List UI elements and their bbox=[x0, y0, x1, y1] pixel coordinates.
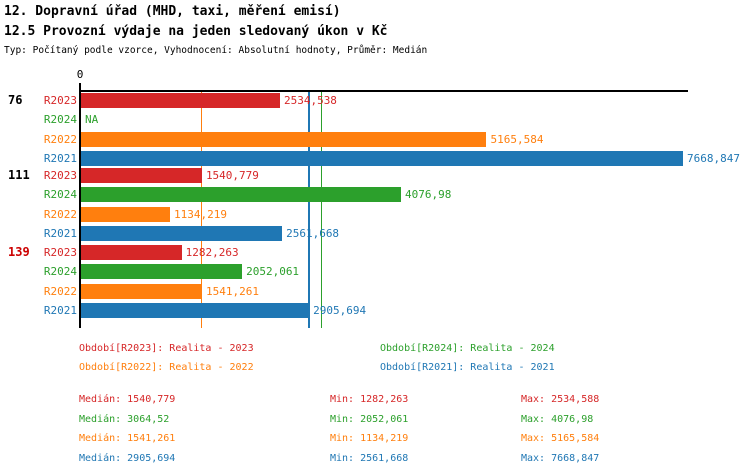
stat-median: Medián: 2905,694 bbox=[79, 452, 176, 464]
bar-value-label: 2905,694 bbox=[313, 304, 367, 317]
stat-max: Max: 7668,847 bbox=[521, 452, 600, 464]
bar-r2021 bbox=[81, 226, 283, 241]
series-row-label: R2024 bbox=[43, 113, 77, 126]
legend-item: Období[R2021]: Realita - 2021 bbox=[380, 362, 555, 373]
bar-value-label: 2534,538 bbox=[283, 94, 337, 107]
stat-max: Max: 4076,98 bbox=[521, 413, 594, 425]
stat-median: Medián: 1540,779 bbox=[79, 394, 176, 405]
series-row-label: R2022 bbox=[43, 285, 77, 298]
bar-chart: 76 R2023 2534,538 R2024 NA R2022 5165,584 R2021… bbox=[8, 68, 740, 328]
bar-value-label: 1134,219 bbox=[174, 208, 228, 221]
legend-item: Období[R2023]: Realita - 2023 bbox=[79, 343, 254, 354]
bar-r2023 bbox=[81, 93, 280, 108]
stats-row: Medián: 1541,261 Min: 1134,219 Max: 5165… bbox=[79, 433, 599, 453]
stat-median: Medián: 1541,261 bbox=[79, 433, 176, 444]
median-line-r2022 bbox=[200, 91, 203, 328]
group-label: 111 bbox=[8, 168, 30, 182]
series-row-label: R2022 bbox=[43, 133, 77, 146]
stat-max: Max: 2534,588 bbox=[521, 394, 600, 405]
stats-row: Medián: 3064,52 Min: 2052,061 Max: 4076,… bbox=[79, 414, 599, 434]
series-row-label: R2022 bbox=[43, 208, 77, 221]
report-subtitle: 12.5 Provozní výdaje na jeden sledovaný … bbox=[4, 24, 388, 39]
stat-min: Min: 1282,263 bbox=[330, 394, 409, 405]
bar-r2024 bbox=[81, 264, 243, 279]
chart-legend: Období[R2023]: Realita - 2023 Období[R20… bbox=[79, 343, 555, 381]
series-row-label: R2023 bbox=[43, 169, 77, 182]
stat-min: Min: 2561,668 bbox=[330, 452, 409, 464]
series-row-label: R2021 bbox=[43, 227, 77, 240]
group-label: 139 bbox=[8, 245, 30, 259]
bar-r2023 bbox=[81, 245, 182, 260]
bar-r2022 bbox=[81, 132, 487, 147]
bar-value-label: 1541,261 bbox=[205, 285, 259, 298]
bar-na-label: NA bbox=[85, 113, 99, 126]
stat-min: Min: 1134,219 bbox=[330, 433, 409, 444]
bar-value-label: 2052,061 bbox=[246, 265, 300, 278]
bar-value-label: 1540,779 bbox=[205, 169, 259, 182]
stat-median: Medián: 3064,52 bbox=[79, 413, 170, 425]
bar-value-label: 5165,584 bbox=[490, 133, 544, 146]
legend-item: Období[R2024]: Realita - 2024 bbox=[380, 343, 555, 354]
x-axis-line bbox=[80, 90, 688, 92]
legend-item: Období[R2022]: Realita - 2022 bbox=[79, 362, 254, 373]
median-line-r2021 bbox=[308, 91, 310, 328]
stats-row: Medián: 1540,779 Min: 1282,263 Max: 2534… bbox=[79, 394, 599, 414]
series-row-label: R2024 bbox=[43, 188, 77, 201]
series-row-label: R2021 bbox=[43, 304, 77, 317]
bar-value-label: 1282,263 bbox=[185, 246, 239, 259]
chart-stats: Medián: 1540,779 Min: 1282,263 Max: 2534… bbox=[79, 394, 599, 472]
stat-min: Min: 2052,061 bbox=[330, 413, 409, 425]
median-line-r2024 bbox=[320, 91, 323, 328]
bar-value-label: 4076,98 bbox=[405, 188, 452, 201]
series-row-label: R2023 bbox=[43, 246, 77, 259]
y-axis-line bbox=[79, 83, 81, 328]
stats-row: Medián: 2905,694 Min: 2561,668 Max: 7668… bbox=[79, 453, 599, 473]
bar-r2021 bbox=[81, 151, 683, 166]
bar-r2021 bbox=[81, 303, 310, 318]
series-row-label: R2023 bbox=[43, 94, 77, 107]
bar-value-label: 7668,847 bbox=[687, 152, 740, 165]
report-meta-line: Typ: Počítaný podle vzorce, Vyhodnocení:… bbox=[4, 45, 428, 56]
bar-r2024 bbox=[81, 187, 402, 202]
report-title: 12. Dopravní úřad (MHD, taxi, měření emi… bbox=[4, 4, 341, 19]
bar-r2023 bbox=[81, 168, 202, 183]
series-row-label: R2024 bbox=[43, 265, 77, 278]
bar-r2022 bbox=[81, 207, 171, 222]
stat-max: Max: 5165,584 bbox=[521, 433, 600, 444]
axis-zero-label: 0 bbox=[76, 68, 84, 81]
bar-value-label: 2561,668 bbox=[286, 227, 340, 240]
group-label: 76 bbox=[8, 93, 23, 107]
bar-r2022 bbox=[81, 284, 202, 299]
series-row-label: R2021 bbox=[43, 152, 77, 165]
